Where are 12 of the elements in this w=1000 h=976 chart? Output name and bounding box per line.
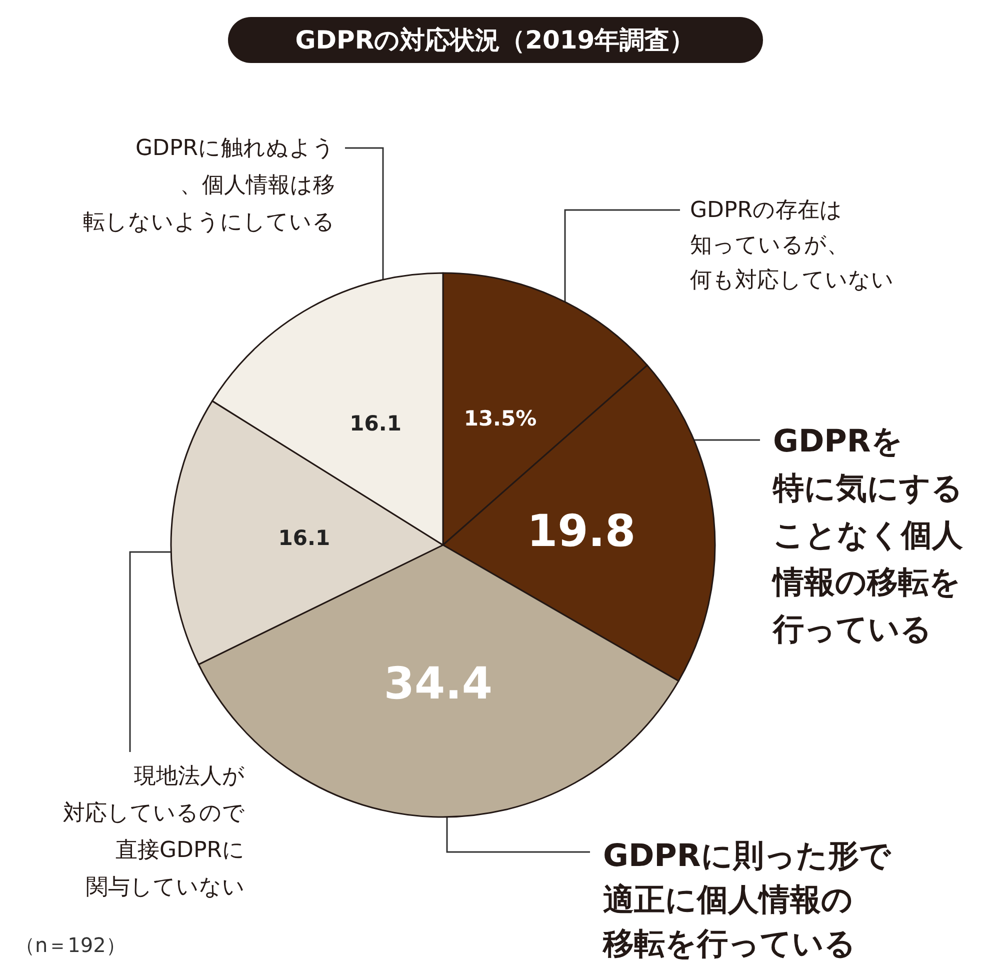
chart-title: GDPRの対応状況（2019年調査） [295,26,695,54]
data-label: 19.8 [527,506,636,557]
slice-label: 現地法人が対応しているので直接GDPRに関与していない [63,764,245,900]
slice-label: GDPRに触れぬよう、個人情報は移転しないようにしている [83,136,335,235]
data-label: 34.4 [384,658,492,710]
data-label: 16.1 [278,526,330,550]
slice-label: GDPRを特に気にすることなく個人情報の移転を行っている [771,424,964,648]
slice-label: GDPRの存在は知っているが、何も対応していない [690,198,894,293]
text: （n＝192） [15,933,126,957]
data-label: 13.5% [464,406,537,430]
data-label: 16.1 [350,411,402,436]
slice-label: GDPRに則った形で適正に個人情報の移転を行っている [602,838,892,962]
